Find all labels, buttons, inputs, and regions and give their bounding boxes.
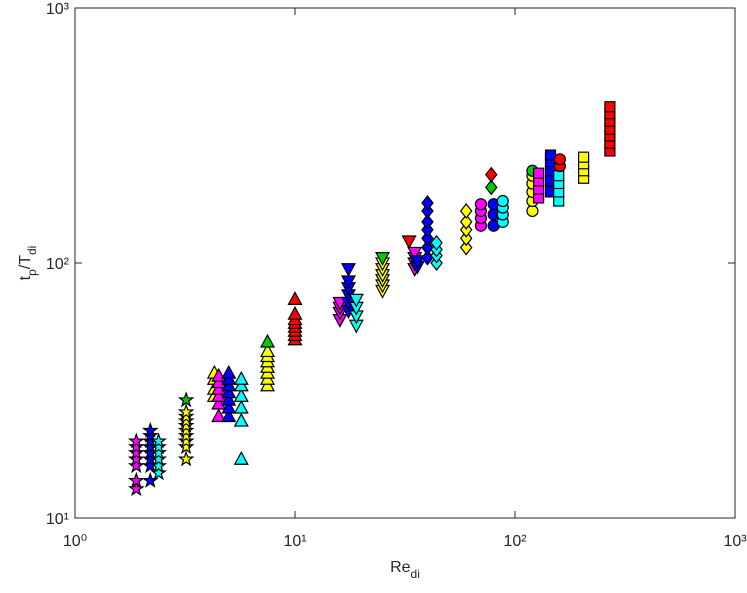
data-point bbox=[177, 391, 195, 408]
data-point bbox=[459, 230, 473, 247]
data-point bbox=[421, 202, 434, 219]
data-point bbox=[150, 444, 168, 461]
data-point bbox=[127, 438, 145, 455]
data-point bbox=[150, 438, 168, 455]
data-point bbox=[260, 343, 276, 358]
data-point bbox=[221, 391, 237, 406]
data-point bbox=[421, 213, 434, 230]
data-point bbox=[484, 179, 498, 196]
data-point bbox=[407, 246, 423, 261]
y-axis-label: tp/Tdi bbox=[17, 246, 39, 281]
x-label-main: Re bbox=[390, 559, 411, 576]
data-point bbox=[141, 426, 159, 444]
data-point bbox=[340, 263, 356, 277]
y-label-sub: p bbox=[25, 269, 39, 276]
data-point bbox=[233, 450, 249, 465]
data-point bbox=[233, 412, 249, 427]
data-point bbox=[221, 399, 237, 414]
data-point bbox=[127, 480, 145, 497]
data-point bbox=[532, 167, 545, 179]
data-point bbox=[177, 426, 195, 444]
data-point bbox=[127, 450, 145, 467]
data-point bbox=[553, 153, 567, 166]
data-point bbox=[409, 255, 425, 270]
data-point bbox=[421, 239, 434, 256]
data-point bbox=[233, 399, 249, 414]
data-point bbox=[127, 471, 145, 488]
y-tick-label: 10³ bbox=[46, 1, 70, 18]
plot-frame bbox=[74, 7, 736, 519]
data-point bbox=[211, 408, 227, 423]
data-point bbox=[150, 464, 168, 481]
data-point bbox=[150, 457, 168, 474]
data-point bbox=[211, 395, 227, 410]
data-point bbox=[401, 235, 417, 250]
y-label-main: t bbox=[17, 275, 34, 280]
x-label-sub: di bbox=[411, 567, 420, 581]
data-point bbox=[260, 333, 276, 348]
y-tick-label: 10¹ bbox=[46, 511, 69, 528]
data-point bbox=[221, 384, 237, 399]
data-point bbox=[127, 444, 145, 461]
data-point bbox=[430, 234, 443, 251]
x-tick-label: 10² bbox=[503, 533, 527, 550]
y-label-sub: di bbox=[25, 246, 39, 255]
data-point bbox=[421, 194, 434, 211]
data-point bbox=[484, 166, 498, 183]
data-point bbox=[150, 432, 168, 449]
data-point bbox=[127, 432, 145, 449]
data-point bbox=[577, 151, 590, 163]
data-point bbox=[177, 450, 195, 467]
data-point bbox=[211, 388, 227, 402]
data-point bbox=[496, 194, 509, 208]
y-tick-label: 10² bbox=[46, 256, 70, 273]
x-axis-label: Redi bbox=[390, 559, 420, 581]
data-point bbox=[233, 371, 249, 385]
data-point bbox=[177, 432, 195, 449]
data-point bbox=[553, 195, 565, 207]
x-tick-label: 10¹ bbox=[283, 533, 306, 550]
data-point bbox=[177, 403, 195, 420]
data-point bbox=[474, 198, 488, 211]
data-point bbox=[127, 457, 145, 474]
data-point bbox=[150, 450, 168, 467]
data-point bbox=[287, 291, 303, 305]
x-tick-label: 10³ bbox=[723, 533, 747, 550]
data-point bbox=[421, 230, 434, 247]
data-point bbox=[221, 408, 237, 423]
data-point bbox=[177, 407, 195, 424]
data-point bbox=[287, 305, 303, 320]
y-label-main: /T bbox=[17, 255, 34, 269]
data-point bbox=[604, 101, 616, 113]
x-tick-label: 10⁰ bbox=[63, 533, 87, 550]
data-point bbox=[459, 213, 473, 230]
data-point bbox=[177, 438, 195, 455]
data-point bbox=[459, 239, 473, 256]
data-point bbox=[459, 202, 473, 219]
data-point bbox=[553, 170, 565, 182]
data-point bbox=[177, 421, 195, 438]
data-point bbox=[141, 421, 159, 438]
data-point bbox=[348, 293, 364, 308]
data-point bbox=[221, 364, 237, 379]
data-point bbox=[544, 149, 557, 161]
data-point bbox=[233, 388, 249, 402]
data-point bbox=[375, 251, 391, 266]
